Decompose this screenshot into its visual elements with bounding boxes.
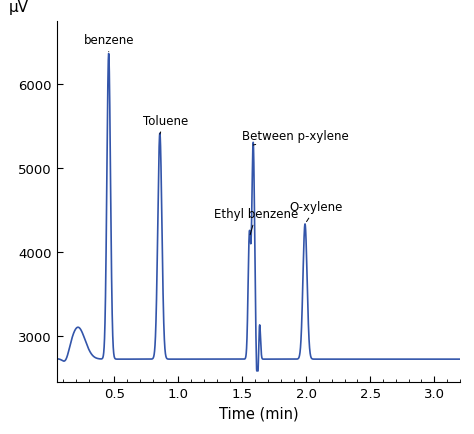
Text: O-xylene: O-xylene xyxy=(290,201,343,222)
Text: benzene: benzene xyxy=(84,34,134,53)
Text: Between p-xylene: Between p-xylene xyxy=(242,129,349,146)
X-axis label: Time (min): Time (min) xyxy=(219,405,298,420)
Text: μV: μV xyxy=(9,0,28,14)
Text: Ethyl benzene: Ethyl benzene xyxy=(214,207,299,235)
Text: Toluene: Toluene xyxy=(143,114,188,135)
